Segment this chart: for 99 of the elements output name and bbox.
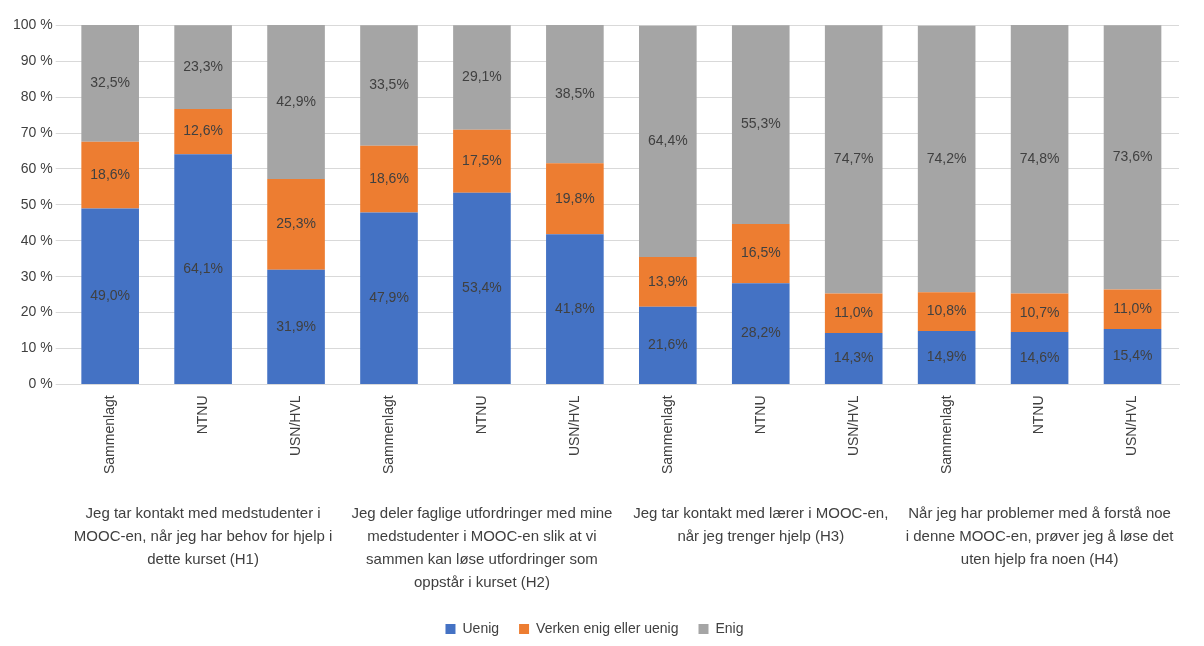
data-label: 14,3% [833,349,874,366]
y-tick-label: 10 % [20,339,53,356]
bar [267,269,325,384]
bar [360,145,418,213]
bar [267,25,325,180]
bar [174,25,232,110]
data-label: 38,5% [555,84,595,101]
data-label: 14,9% [926,348,967,365]
data-label: 28,2% [740,324,781,341]
x-tick-label: NTNU [1030,395,1047,435]
bar [1103,25,1162,290]
data-label: 41,8% [555,299,595,316]
data-label: 32,5% [90,74,131,91]
x-tick-label: Sammenlagt [379,395,396,474]
y-tick-label: 60 % [20,159,53,176]
bar [917,330,976,384]
x-tick-label: USN/HVL [1123,395,1140,457]
data-label: 11,0% [834,304,874,321]
text: Når jeg har problemer med å forstå noe i denne MOOC-en, prøver jeg å løse det uten hjelp fra noen (H4) [905,504,1175,568]
bar [639,256,697,307]
data-label: 31,9% [276,317,316,334]
x-tick-label: NTNU [751,395,768,435]
text: Jeg deler faglige utfordringer med mine medstudenter i MOOC-en slik at vi sammen kan løse utfordringer som oppstår i kurset (H2) [351,504,613,591]
data-label: 64,4% [647,132,688,149]
bar [453,192,511,384]
data-label: 55,3% [740,115,781,132]
data-label: 10,7% [1019,303,1060,320]
bar [81,25,139,142]
data-label: 47,9% [369,289,409,306]
x-tick-label: USN/HVL [286,395,303,457]
x-tick-label: USN/HVL [844,395,861,457]
data-label: 18,6% [369,169,409,186]
bar [360,212,418,384]
data-label: 14,6% [1019,348,1060,365]
bar [1103,329,1162,384]
bar [174,154,232,384]
data-label: 25,3% [276,215,316,232]
legend-label: Enig [715,619,744,636]
data-label: 23,3% [183,58,223,75]
bar [360,25,418,146]
bar [824,25,883,294]
bar [917,25,976,293]
data-label: 19,8% [555,189,595,206]
x-tick-label: USN/HVL [565,395,582,457]
y-tick-label: 40 % [20,231,53,248]
text: Jeg tar kontakt med lærer i MOOC-en, når jeg trenger hjelp (H3) [633,504,889,545]
bar [731,283,790,384]
data-label: 21,6% [647,336,688,353]
x-tick-label: NTNU [472,395,489,435]
bar [174,109,232,155]
data-label: 64,1% [183,259,223,276]
y-tick-label: 50 % [20,195,53,212]
bar [546,25,604,164]
bar [546,163,604,235]
data-label: 73,6% [1112,148,1153,165]
y-tick-label: 0 % [28,375,53,392]
data-label: 53,4% [462,279,502,296]
data-label: 42,9% [276,92,316,109]
x-tick-label: Sammenlagt [658,395,675,474]
x-tick-label: Sammenlagt [101,395,118,474]
bar [546,234,604,384]
text: Jeg tar kontakt med medstudenter i MOOC-en, når jeg har behov for hjelp i dette kurset (H1) [73,504,333,568]
bar [1010,331,1069,384]
y-tick-label: 30 % [20,267,53,284]
y-tick-label: 90 % [20,52,53,69]
y-tick-label: 100 % [12,16,53,33]
data-label: 12,6% [183,122,223,139]
legend-label: Uenig [462,619,500,636]
bar [639,306,697,384]
bar [639,25,697,257]
bar [81,208,139,384]
x-tick-label: Sammenlagt [937,395,954,474]
bar [81,141,139,209]
data-label: 17,5% [462,152,502,169]
data-label: 13,9% [647,272,688,289]
legend-label: Verken enig eller uenig [536,619,679,636]
data-label: 29,1% [462,68,502,85]
y-tick-label: 20 % [20,303,53,320]
bar [731,25,790,224]
data-label: 15,4% [1112,347,1153,364]
data-label: 74,7% [833,150,874,167]
bar [824,333,883,384]
bar [1010,25,1069,294]
data-label: 11,0% [1113,300,1152,317]
x-tick-label: NTNU [193,395,210,435]
y-tick-label: 80 % [20,88,53,105]
data-label: 74,2% [926,149,967,166]
bar [731,223,790,284]
bar [824,293,883,334]
data-label: 74,8% [1019,150,1060,167]
data-label: 49,0% [90,287,131,304]
data-label: 16,5% [740,244,781,261]
data-label: 18,6% [90,165,131,182]
bar [453,25,511,130]
y-tick-label: 70 % [20,123,53,140]
data-label: 33,5% [369,76,409,93]
data-label: 10,8% [926,302,967,319]
bar [267,179,325,270]
bar [453,129,511,193]
